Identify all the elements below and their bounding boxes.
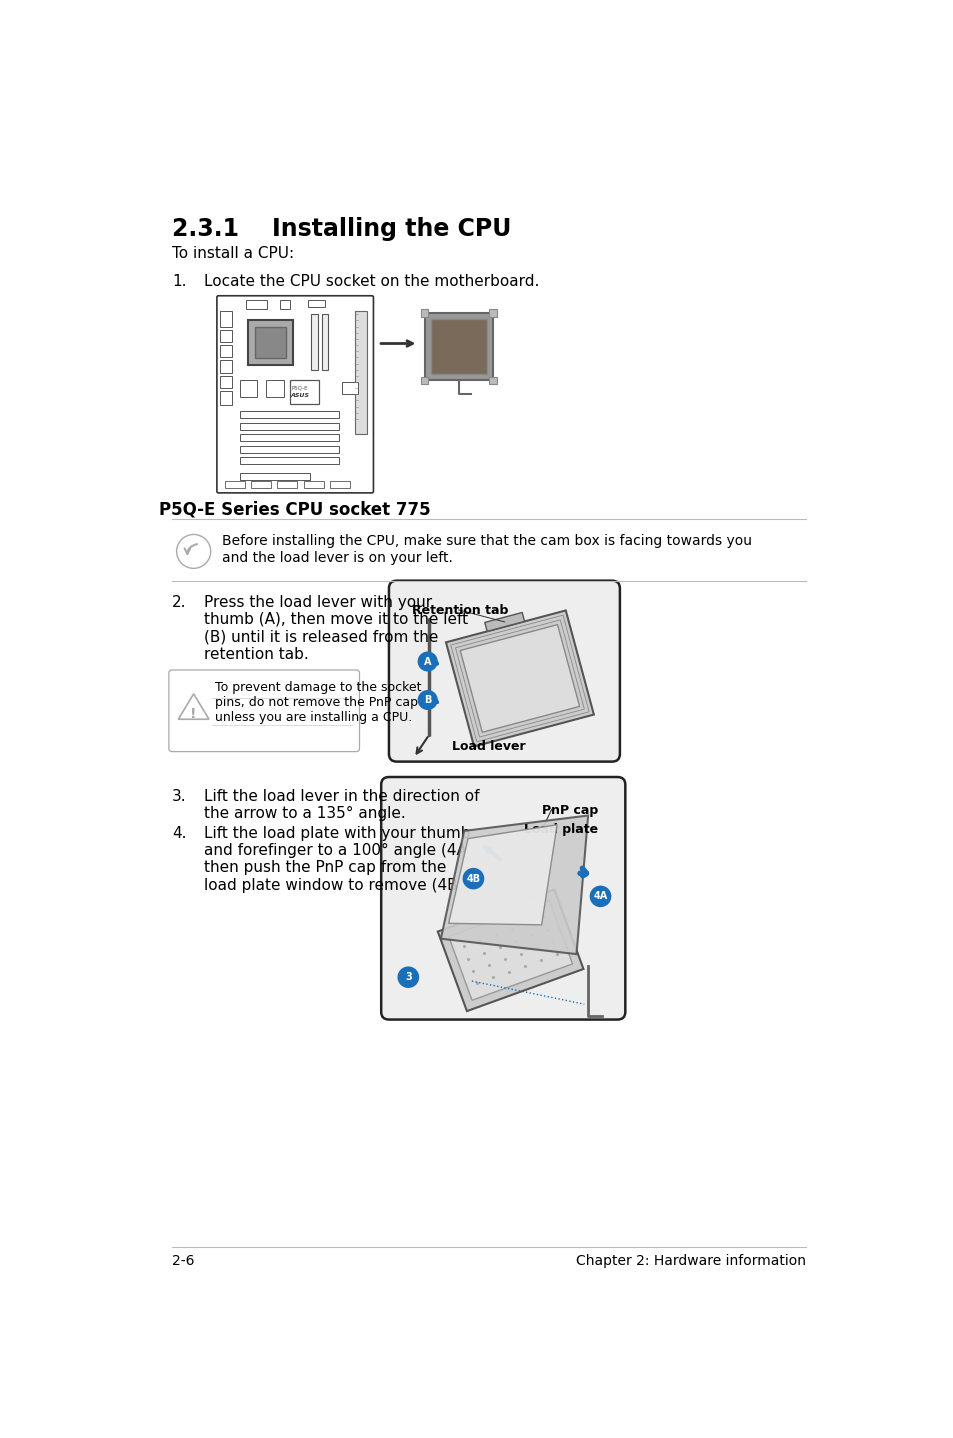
Circle shape xyxy=(176,535,211,568)
Circle shape xyxy=(397,966,418,988)
Bar xyxy=(245,299,267,309)
Polygon shape xyxy=(484,613,524,631)
Circle shape xyxy=(462,869,484,890)
Bar xyxy=(220,329,233,342)
Text: P5Q-E Series CPU socket 775: P5Q-E Series CPU socket 775 xyxy=(159,500,431,519)
Text: To install a CPU:: To install a CPU: xyxy=(172,246,294,262)
FancyBboxPatch shape xyxy=(216,296,373,493)
Polygon shape xyxy=(448,900,572,1001)
Polygon shape xyxy=(440,815,587,953)
Text: 3.: 3. xyxy=(172,788,187,804)
Text: 3: 3 xyxy=(404,972,412,982)
Circle shape xyxy=(589,886,611,907)
Text: PnP cap: PnP cap xyxy=(541,804,598,817)
Bar xyxy=(240,381,257,397)
Polygon shape xyxy=(437,889,583,1011)
Text: Lift the load plate with your thumb
and forefinger to a 100° angle (4A),
then pu: Lift the load plate with your thumb and … xyxy=(204,825,477,893)
Text: To prevent damage to the socket
pins, do not remove the PnP cap
unless you are i: To prevent damage to the socket pins, do… xyxy=(214,680,420,723)
FancyBboxPatch shape xyxy=(424,312,493,381)
Bar xyxy=(488,377,497,384)
Text: 4A: 4A xyxy=(593,892,607,902)
Polygon shape xyxy=(446,611,593,746)
Bar xyxy=(488,309,497,316)
Bar xyxy=(280,299,290,309)
Bar xyxy=(240,434,339,441)
Bar xyxy=(251,480,271,489)
Text: 4.: 4. xyxy=(172,825,186,841)
Text: 2.: 2. xyxy=(172,594,186,610)
Bar xyxy=(420,309,428,316)
Bar xyxy=(307,299,324,308)
Text: Chapter 2: Hardware information: Chapter 2: Hardware information xyxy=(576,1254,805,1268)
Text: Before installing the CPU, make sure that the cam box is facing towards you
and : Before installing the CPU, make sure tha… xyxy=(222,535,752,565)
Text: Retention tab: Retention tab xyxy=(412,604,508,617)
Bar xyxy=(277,480,297,489)
Text: Press the load lever with your
thumb (A), then move it to the left
(B) until it : Press the load lever with your thumb (A)… xyxy=(204,594,468,661)
Bar xyxy=(220,375,233,388)
Bar xyxy=(311,315,317,370)
FancyBboxPatch shape xyxy=(381,777,624,1020)
Circle shape xyxy=(417,690,437,710)
Text: Load plate: Load plate xyxy=(523,823,598,837)
Bar xyxy=(240,446,339,453)
Text: Lift the load lever in the direction of
the arrow to a 135° angle.: Lift the load lever in the direction of … xyxy=(204,788,479,821)
Bar xyxy=(420,377,428,384)
Text: P5Q-E: P5Q-E xyxy=(292,385,308,391)
Bar xyxy=(322,315,328,370)
FancyBboxPatch shape xyxy=(389,581,619,762)
Polygon shape xyxy=(448,825,557,925)
FancyBboxPatch shape xyxy=(169,670,359,752)
Bar xyxy=(342,383,357,394)
Polygon shape xyxy=(178,695,209,719)
Text: B: B xyxy=(423,695,431,705)
Bar xyxy=(220,361,233,372)
Polygon shape xyxy=(459,624,579,732)
Bar xyxy=(355,311,367,434)
Bar xyxy=(330,480,350,489)
FancyBboxPatch shape xyxy=(248,321,293,365)
Bar xyxy=(220,345,233,358)
Text: Load lever: Load lever xyxy=(452,741,525,754)
Bar xyxy=(240,457,339,464)
Text: A: A xyxy=(423,657,431,666)
Bar xyxy=(303,480,323,489)
Bar xyxy=(240,411,339,418)
Bar xyxy=(266,381,283,397)
Text: 2-6: 2-6 xyxy=(172,1254,194,1268)
Bar xyxy=(290,381,319,404)
FancyBboxPatch shape xyxy=(431,319,486,374)
Text: ASUS: ASUS xyxy=(290,394,309,398)
Text: 2.3.1    Installing the CPU: 2.3.1 Installing the CPU xyxy=(172,217,511,242)
Text: 1.: 1. xyxy=(172,275,186,289)
Text: 4B: 4B xyxy=(466,874,480,883)
Text: !: ! xyxy=(191,707,196,720)
Bar xyxy=(220,391,233,406)
Bar xyxy=(240,423,339,430)
Bar xyxy=(224,480,245,489)
FancyBboxPatch shape xyxy=(254,328,286,358)
Circle shape xyxy=(417,651,437,672)
Bar xyxy=(240,473,310,480)
Bar xyxy=(220,311,233,326)
Text: Locate the CPU socket on the motherboard.: Locate the CPU socket on the motherboard… xyxy=(204,275,539,289)
